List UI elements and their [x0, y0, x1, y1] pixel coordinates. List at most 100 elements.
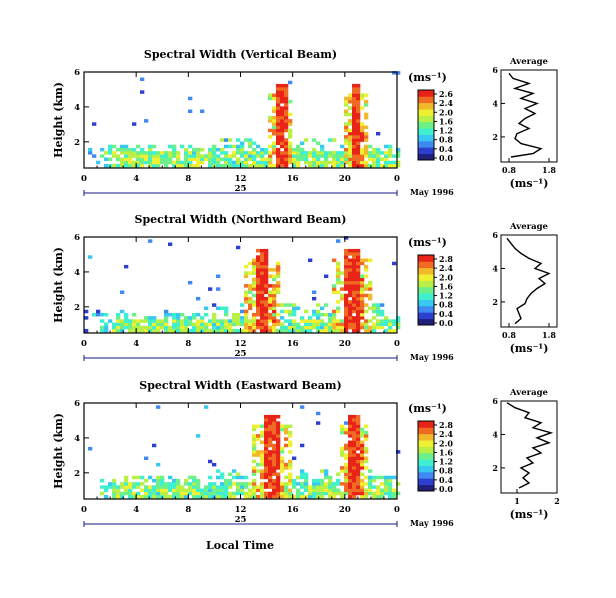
heatmap-cell [356, 421, 361, 425]
heatmap-cell [164, 316, 169, 320]
heatmap-cell [252, 427, 257, 432]
heatmap-cell [332, 316, 337, 320]
heatmap-cell [140, 160, 145, 165]
heatmap-cell [188, 485, 193, 489]
heatmap-cell [368, 154, 373, 158]
colorbar-swatch [418, 459, 434, 466]
heatmap-cell [352, 300, 357, 304]
heatmap-cell [244, 274, 249, 279]
heatmap-cell [208, 287, 213, 291]
heatmap-cell [300, 472, 305, 477]
heatmap-cell [388, 328, 393, 333]
heatmap-cell [372, 163, 377, 168]
heatmap-cell [392, 71, 397, 75]
heatmap-cell [380, 157, 385, 162]
date-tick-label: 25 [235, 515, 247, 525]
heatmap-cell [276, 160, 281, 165]
heatmap-cell [348, 424, 353, 429]
heatmap-cell [344, 261, 349, 266]
heatmap-cell [256, 293, 261, 298]
heatmap-cell [384, 478, 389, 483]
heatmap-cell [320, 485, 325, 489]
heatmap-cell [248, 328, 253, 333]
heatmap-cell [284, 115, 289, 120]
heatmap-cell [124, 325, 129, 330]
heatmap-cell [124, 151, 129, 155]
colorbar-swatch [418, 140, 434, 148]
heatmap-cell [216, 157, 221, 162]
average-x-tick-label: 2 [554, 496, 560, 506]
heatmap-cell [352, 485, 357, 489]
heatmap-cell [280, 115, 285, 120]
heatmap-cell [344, 138, 349, 142]
heatmap-cell [344, 491, 349, 496]
heatmap-cell [364, 287, 369, 291]
heatmap-cell [292, 306, 297, 311]
heatmap-cell [168, 325, 173, 330]
heatmap-cell [352, 258, 357, 263]
heatmap-cell [336, 319, 341, 323]
heatmap-cell [304, 319, 309, 323]
heatmap-cell [128, 482, 133, 486]
heatmap-cell [348, 119, 353, 123]
heatmap-cell [272, 459, 277, 464]
heatmap-cell [120, 485, 125, 489]
heatmap-cell [256, 163, 261, 168]
heatmap-cell [292, 494, 297, 499]
heatmap-cell [236, 475, 241, 480]
heatmap-cell [256, 154, 261, 158]
heatmap-cell [280, 144, 285, 149]
heatmap-cell [260, 160, 265, 165]
heatmap-cell [352, 128, 357, 133]
heatmap-cell [360, 135, 365, 139]
heatmap-cell [392, 322, 397, 327]
heatmap-cell [156, 494, 161, 499]
heatmap-cell [116, 312, 121, 317]
heatmap-cell [388, 482, 393, 486]
heatmap-cell [356, 93, 361, 98]
heatmap-cell [352, 252, 357, 256]
heatmap-cell [344, 109, 349, 114]
heatmap-cell [112, 151, 117, 155]
heatmap-cell [332, 482, 337, 486]
heatmap-cell [360, 491, 365, 496]
heatmap-cell [332, 290, 337, 295]
heatmap-cell [344, 488, 349, 493]
heatmap-cell [292, 147, 297, 152]
heatmap-cell [368, 491, 373, 496]
heatmap-cell [96, 309, 101, 314]
heatmap-cell [288, 443, 293, 448]
heatmap-cell [148, 151, 153, 155]
heatmap-cell [272, 290, 277, 295]
heatmap-cell [356, 325, 361, 330]
heatmap-cell [352, 151, 357, 155]
heatmap-cell [248, 138, 253, 142]
heatmap-cell [132, 151, 137, 155]
heatmap-cell [252, 258, 257, 263]
heatmap-cell [220, 147, 225, 152]
heatmap-cell [280, 462, 285, 467]
heatmap-cell [344, 453, 349, 457]
heatmap-cell [352, 427, 357, 432]
heatmap-cell [308, 491, 313, 496]
heatmap-cell [152, 319, 157, 323]
heatmap-cell [344, 287, 349, 291]
heatmap-cell [172, 322, 177, 327]
heatmap-cell [96, 312, 101, 317]
heatmap-cell [344, 280, 349, 285]
heatmap-cell [296, 325, 301, 330]
heatmap-cell [368, 287, 373, 291]
heatmap-cell [244, 312, 249, 317]
colorbar-swatch [418, 312, 434, 320]
heatmap-cell [336, 322, 341, 327]
heatmap-cell [316, 491, 321, 496]
heatmap-cell [152, 322, 157, 327]
heatmap-cell [312, 312, 317, 317]
heatmap-cell [176, 316, 181, 320]
heatmap-cell [396, 151, 401, 155]
heatmap-cell [364, 131, 369, 136]
heatmap-cell [352, 261, 357, 266]
heatmap-cell [228, 472, 233, 477]
heatmap-cells [88, 405, 401, 499]
heatmap-cell [200, 154, 205, 158]
